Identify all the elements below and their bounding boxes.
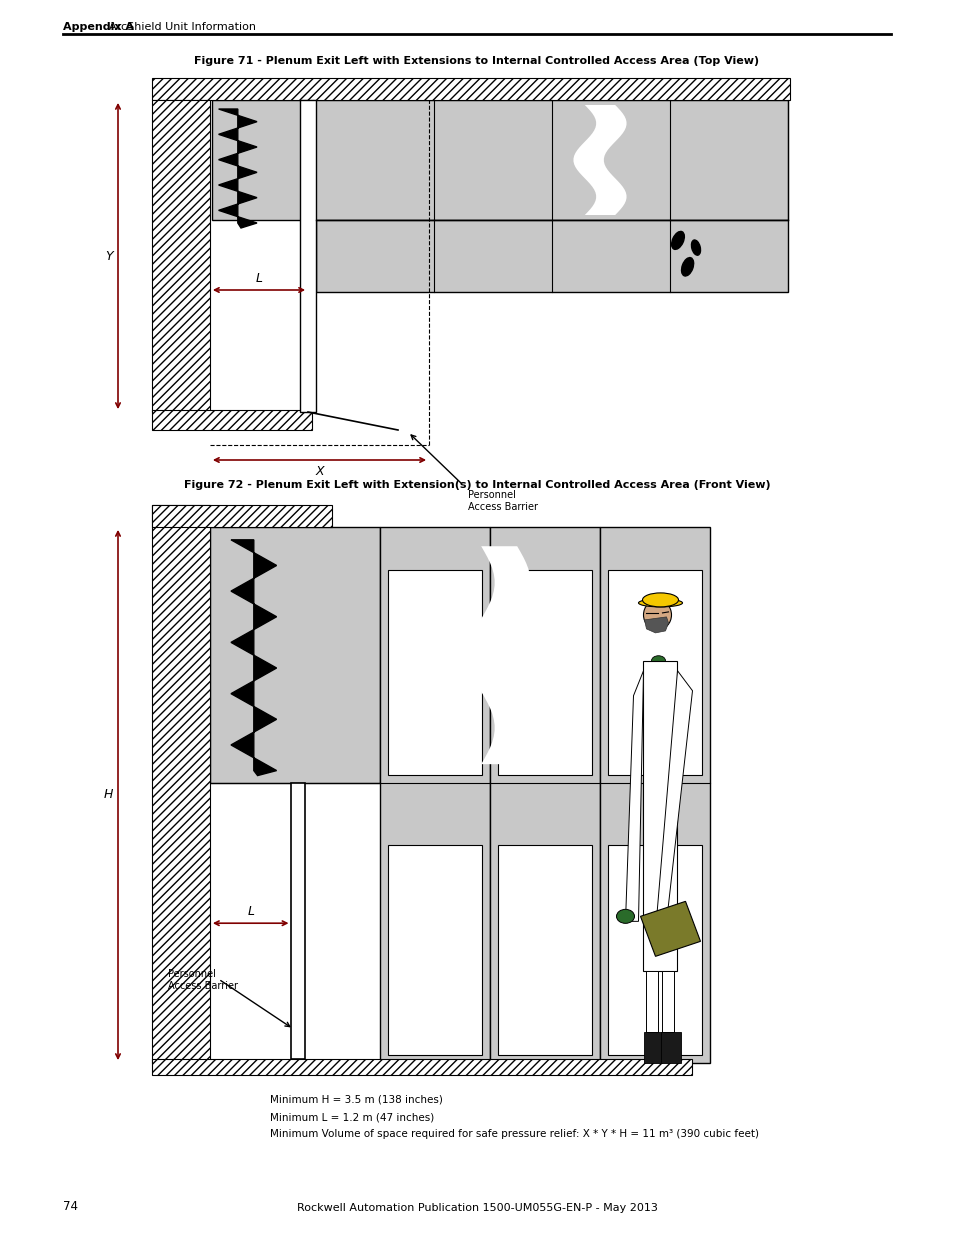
Bar: [152, 100, 210, 412]
Bar: [599, 527, 709, 1063]
Bar: [299, 100, 315, 412]
Bar: [212, 100, 787, 220]
Bar: [646, 972, 658, 1032]
Bar: [152, 1058, 691, 1074]
Ellipse shape: [671, 231, 683, 249]
Bar: [643, 661, 677, 972]
Bar: [607, 571, 701, 776]
Ellipse shape: [680, 258, 693, 275]
Bar: [497, 845, 592, 1055]
Bar: [152, 505, 332, 527]
Text: ArcShield Unit Information: ArcShield Unit Information: [109, 22, 255, 32]
Bar: [152, 410, 312, 430]
Bar: [291, 783, 305, 1058]
Text: Minimum H = 3.5 m (138 inches): Minimum H = 3.5 m (138 inches): [270, 1095, 442, 1105]
Text: L: L: [255, 272, 262, 285]
Bar: [660, 1032, 680, 1063]
Text: Personnel
Access Barrier: Personnel Access Barrier: [169, 969, 238, 990]
Text: H: H: [104, 788, 112, 802]
Polygon shape: [639, 902, 700, 956]
Ellipse shape: [651, 656, 665, 666]
Polygon shape: [573, 105, 626, 215]
Ellipse shape: [641, 593, 678, 606]
Text: Figure 71 - Plenum Exit Left with Extensions to Internal Controlled Access Area : Figure 71 - Plenum Exit Left with Extens…: [194, 56, 759, 65]
Text: Minimum Volume of space required for safe pressure relief: X * Y * H = 11 m³ (39: Minimum Volume of space required for saf…: [270, 1129, 759, 1139]
Polygon shape: [625, 671, 643, 921]
Text: Appendix A: Appendix A: [63, 22, 133, 32]
Bar: [661, 972, 674, 1032]
Polygon shape: [644, 618, 668, 632]
Bar: [388, 845, 481, 1055]
Ellipse shape: [616, 909, 634, 924]
Ellipse shape: [691, 240, 700, 256]
Bar: [315, 220, 787, 291]
Bar: [152, 78, 789, 100]
Bar: [388, 571, 481, 776]
Bar: [607, 845, 701, 1055]
Text: Figure 72 - Plenum Exit Left with Extension(s) to Internal Controlled Access Are: Figure 72 - Plenum Exit Left with Extens…: [184, 480, 769, 490]
Text: X: X: [314, 466, 323, 478]
Bar: [152, 505, 210, 1063]
Polygon shape: [231, 540, 276, 776]
Text: L: L: [247, 905, 253, 918]
Text: Minimum L = 1.2 m (47 inches): Minimum L = 1.2 m (47 inches): [270, 1112, 434, 1123]
Ellipse shape: [638, 599, 681, 606]
Bar: [379, 527, 490, 1063]
Bar: [210, 527, 379, 783]
Polygon shape: [218, 109, 256, 228]
Text: Y: Y: [105, 249, 112, 263]
Bar: [497, 571, 592, 776]
Text: Personnel
Access Barrier: Personnel Access Barrier: [468, 490, 537, 511]
Text: 74: 74: [63, 1200, 78, 1213]
Polygon shape: [467, 546, 530, 764]
Bar: [490, 527, 599, 1063]
Bar: [644, 1032, 661, 1063]
Text: Rockwell Automation Publication 1500-UM055G-EN-P - May 2013: Rockwell Automation Publication 1500-UM0…: [296, 1203, 657, 1213]
Polygon shape: [655, 671, 692, 931]
Ellipse shape: [643, 600, 671, 630]
